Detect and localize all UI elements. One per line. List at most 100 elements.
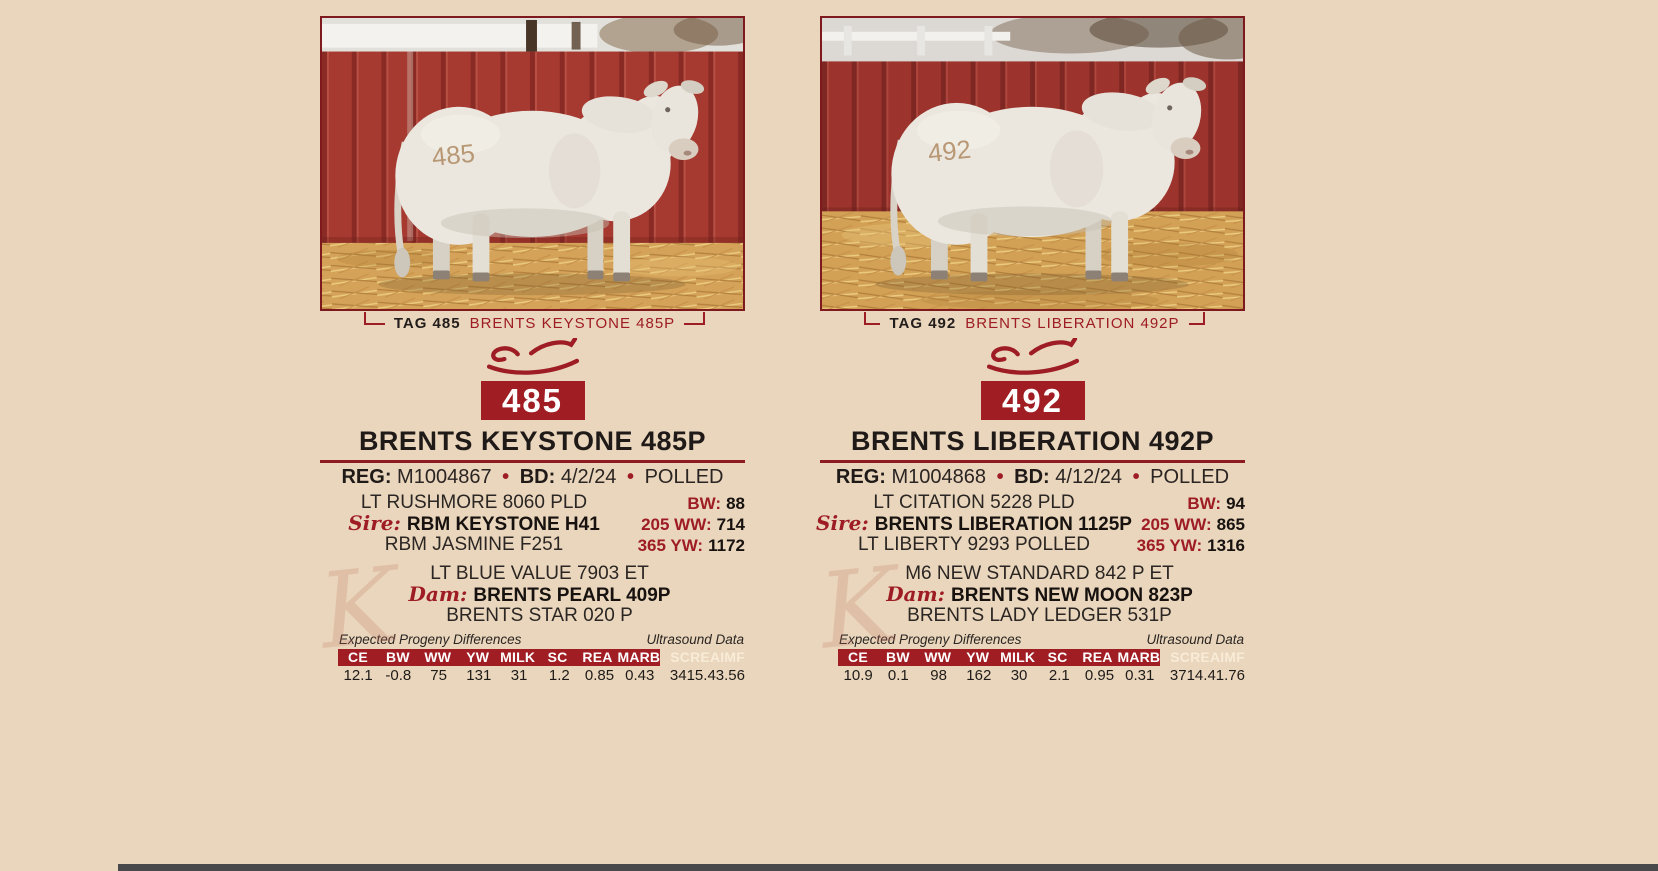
bd-label: BD: (519, 466, 556, 488)
bottom-bar (118, 864, 1658, 871)
epd-title: Expected Progeny Differences (839, 632, 1022, 647)
bull-title: BRENTS LIBERATION 492P (850, 426, 1215, 456)
epd-value-cell: 0.85 (584, 667, 615, 684)
bull-photo-485: 485 (320, 16, 745, 311)
dam-grandsire: LT BLUE VALUE 7903 ET (430, 563, 649, 584)
tag-label: TAG 485 (393, 315, 461, 332)
epd-header-cell: MILK (1000, 649, 1036, 665)
cattle-brand-icon (986, 338, 1079, 375)
sire-row: LT CITATION 5228 PLD Sire: BRENTS LIBERA… (816, 492, 1245, 556)
reg-label: REG: (835, 466, 886, 488)
caption-bracket-left (364, 312, 385, 325)
tag-caption: TAG 492 BRENTS LIBERATION 492P (820, 312, 1245, 333)
sire-row: LT RUSHMORE 8060 PLD Sire: RBM KEYSTONE … (320, 493, 745, 556)
lot-number-box: 492 (980, 381, 1085, 420)
tag-name: BRENTS KEYSTONE 485P (469, 315, 676, 332)
epd-value-row: 12.1 -0.8 75 131 31 1.2 0.85 0.43 34 15.… (338, 667, 745, 685)
ultrasound-header-group: SC REA IMF (1160, 649, 1245, 666)
tag-caption: TAG 485 BRENTS KEYSTONE 485P (320, 312, 745, 333)
weights-group: BW: 94 205 WW: 865 365 YW: 1316 (1128, 493, 1245, 556)
caption-bracket-left (864, 312, 881, 325)
ultrasound-header-cell: REA (1190, 649, 1221, 665)
epd-header-cell: CE (348, 649, 368, 665)
dam-grandsire: M6 NEW STANDARD 842 P ET (905, 563, 1174, 584)
tag-name: BRENTS LIBERATION 492P (965, 315, 1180, 332)
weight-row: BW: 88 (628, 493, 745, 514)
weight-label: 205 WW: (641, 515, 712, 534)
weight-label: 205 WW: (1141, 515, 1212, 534)
polled-value: POLLED (644, 466, 724, 488)
sire-label: Sire: (348, 511, 401, 535)
epd-value-cell: 98 (930, 667, 947, 684)
title-underline (320, 460, 745, 463)
bd-value: 4/12/24 (1055, 466, 1122, 488)
weight-label: 365 YW: (637, 536, 704, 555)
bullet-separator: • (627, 466, 635, 488)
weight-value: 1172 (708, 536, 745, 555)
epd-title: Expected Progeny Differences (339, 632, 522, 647)
epd-header-cell: YW (466, 649, 490, 665)
weight-label: BW: (687, 494, 722, 513)
weight-value: 714 (716, 515, 745, 534)
registration-line: REG: M1004868 • BD: 4/12/24 • POLLED (820, 466, 1245, 489)
photo-sky (822, 18, 1243, 64)
epd-header-cell: WW (424, 649, 452, 665)
dam-granddam: BRENTS LADY LEDGER 531P (907, 605, 1172, 626)
epd-header-bar: CE BW WW YW MILK SC REA MARB (338, 649, 661, 666)
epd-header-cell: BW (886, 649, 910, 665)
bullet-separator: • (502, 466, 510, 488)
bull-silhouette: 485 (378, 80, 705, 296)
weight-row: 365 YW: 1316 (1128, 535, 1245, 556)
epd-value-cell: 2.1 (1048, 667, 1070, 684)
epd-value-cell: 75 (430, 667, 447, 684)
bullet-separator: • (996, 466, 1004, 488)
epd-header-cell: YW (966, 649, 990, 665)
dam-label: Dam: (886, 582, 946, 606)
epd-value-cell: 10.9 (843, 667, 873, 684)
weight-row: 205 WW: 714 (628, 514, 745, 535)
reg-label: REG: (341, 466, 392, 488)
sire-group: LT CITATION 5228 PLD Sire: BRENTS LIBERA… (816, 492, 1132, 556)
ultrasound-value-cell: 15.4 (686, 667, 716, 684)
sire-name: RBM KEYSTONE H41 (406, 514, 600, 535)
epd-value-row: 10.9 0.1 98 162 30 2.1 0.95 0.31 37 14.4… (838, 667, 1245, 685)
bull-photo-492: 492 (820, 16, 1245, 311)
bd-label: BD: (1014, 466, 1050, 488)
caption-bracket-right (684, 312, 705, 325)
lot-number: 492 (1001, 382, 1064, 419)
epd-section: Expected Progeny Differences Ultrasound … (820, 632, 1245, 685)
caption-bracket-right (1188, 312, 1206, 325)
hip-brand-number: 492 (927, 136, 973, 168)
ultrasound-value-cell: 37 (1169, 667, 1187, 684)
epd-value-cell: 0.31 (1125, 667, 1155, 684)
epd-header-cell: REA (1082, 649, 1113, 665)
title-underline (820, 460, 1245, 463)
ultrasound-header-cell: IMF (720, 649, 745, 665)
weight-row: 205 WW: 865 (1128, 514, 1245, 535)
bull-title: BRENTS KEYSTONE 485P (358, 426, 707, 456)
sire-grandsire: LT CITATION 5228 PLD (873, 492, 1075, 513)
weight-value: 1316 (1207, 536, 1245, 555)
lot-panel-492: 492 TAG 492 BRENTS LIBERATION 492P 492 B… (814, 0, 1245, 685)
epd-header-cell: MILK (500, 649, 536, 665)
bullet-separator: • (1132, 466, 1140, 488)
dam-name: BRENTS NEW MOON 823P (951, 585, 1193, 606)
epd-header-row: CE BW WW YW MILK SC REA MARB SC REA IMF (838, 649, 1245, 666)
reg-value: M1004868 (891, 466, 987, 488)
ultrasound-value-cell: 1.76 (1215, 667, 1245, 684)
dam-group: K M6 NEW STANDARD 842 P ET Dam: BRENTS N… (814, 543, 1245, 672)
weight-row: BW: 94 (1128, 493, 1245, 514)
reg-value: M1004867 (397, 466, 492, 488)
sire-name: BRENTS LIBERATION 1125P (874, 514, 1132, 535)
bull-silhouette: 492 (875, 77, 1207, 296)
ultrasound-header-group: SC REA IMF (660, 649, 745, 666)
epd-header-cell: MARB (1117, 649, 1161, 665)
epd-value-cell: 30 (1010, 667, 1028, 684)
dam-granddam: BRENTS STAR 020 P (446, 605, 633, 626)
ultrasound-header-cell: IMF (1220, 649, 1245, 665)
weight-value: 88 (726, 494, 745, 513)
epd-header-cell: SC (1047, 649, 1068, 665)
ultrasound-value-cell: 34 (669, 667, 687, 684)
registration-line: REG: M1004867 • BD: 4/2/24 • POLLED (320, 466, 745, 489)
epd-value-cell: 1.2 (548, 667, 570, 684)
